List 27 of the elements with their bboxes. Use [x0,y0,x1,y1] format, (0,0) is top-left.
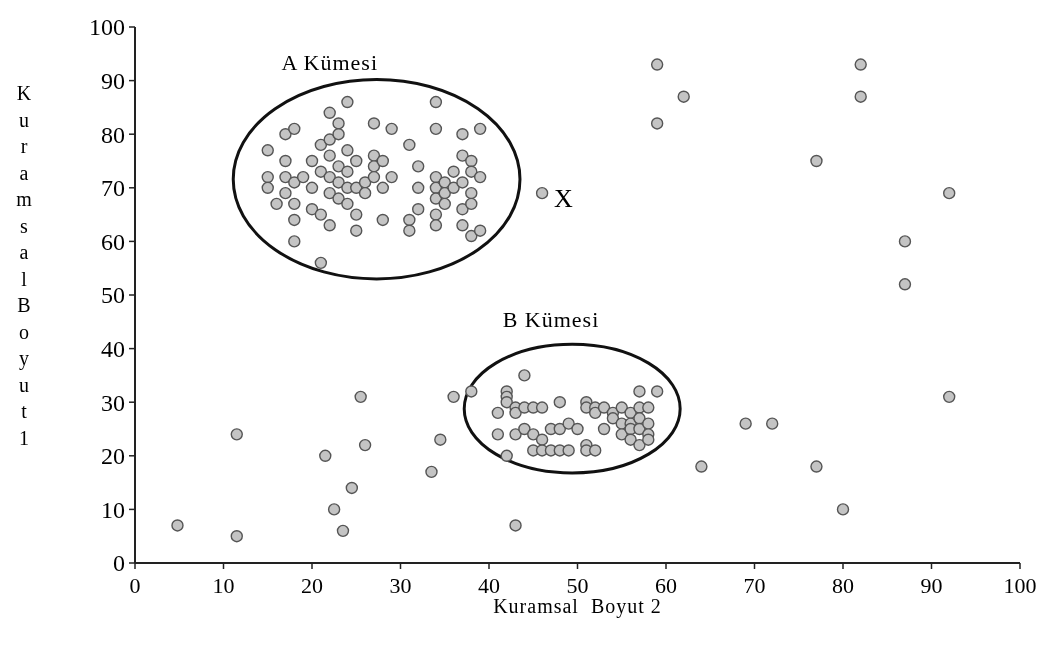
annotation: A Kümesi [281,49,379,75]
x-tick-label: 10 [212,573,235,598]
y-tick-label: 50 [101,282,125,309]
annotation: B Kümesi [502,307,600,333]
x-tick-label: 100 [1003,573,1037,598]
y-tick-label: 60 [101,228,125,255]
x-tick-label: 20 [301,573,323,598]
x-tick-label: 40 [478,573,500,598]
y-tick-label: 20 [101,443,125,470]
y-tick-label: 10 [101,496,125,523]
x-tick-label: 0 [129,573,141,598]
y-tick-label: 100 [89,14,125,41]
y-tick-label: 0 [113,550,125,577]
text: Kuramsal Boyut 1 [16,82,32,449]
annotation: X [554,184,574,214]
x-tick-label: 80 [832,573,854,598]
x-axis-title: Kuramsal Boyut 2 [493,595,662,618]
x-tick-label: 30 [389,573,412,598]
x-tick-label: 50 [566,573,589,598]
y-tick-label: 40 [101,336,125,362]
x-tick-label: 60 [655,573,677,598]
y-tick-label: 70 [101,175,125,202]
y-tick-label: 90 [101,68,125,94]
y-tick-label: 30 [101,389,125,416]
x-tick-label: 70 [743,573,766,598]
y-tick-label: 80 [101,121,125,148]
x-tick-label: 90 [920,573,943,598]
